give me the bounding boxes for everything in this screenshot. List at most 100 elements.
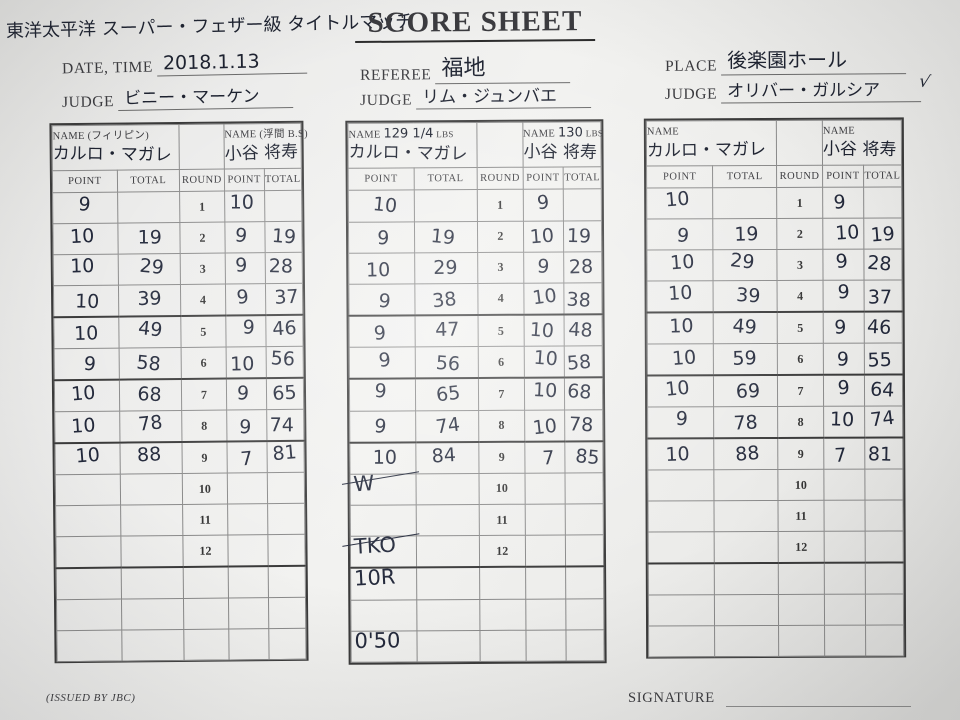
col-header-point-right: POINT: [224, 168, 265, 192]
left-total-cell: [121, 598, 184, 631]
right-total-value: 78: [568, 412, 595, 437]
right-point-cell: 9: [823, 311, 865, 344]
score-row: 10 88 9 7 81: [647, 437, 903, 471]
right-point-value: 7: [542, 446, 556, 470]
right-point-value: 10: [230, 353, 255, 376]
left-total-value: 74: [434, 413, 462, 439]
round-number-cell: 2: [179, 222, 225, 254]
left-total-cell: 69: [713, 374, 778, 407]
left-total-value: 29: [138, 254, 166, 279]
right-boxer-name-cell: NAME (浮間 B.S) 小谷 将寿: [223, 123, 308, 170]
left-total-value: 49: [137, 317, 164, 342]
right-point-cell: [823, 469, 865, 501]
left-total-value: 49: [731, 314, 758, 339]
left-point-cell: 10: [54, 442, 121, 475]
right-point-cell: [824, 625, 866, 657]
score-row: 9 47 5 10 48: [349, 314, 603, 348]
judge-card-2: NAME 129 1/4 LBS カルロ・マガレ NAME 130 LBS 小谷 将寿…: [341, 119, 607, 665]
right-total-cell: 81: [266, 440, 305, 473]
left-total-cell: [120, 473, 183, 506]
left-total-value: 56: [434, 352, 461, 376]
right-total-value: 55: [867, 348, 893, 372]
judge-2-label: JUDGE: [359, 91, 413, 110]
round-number-cell: [778, 562, 825, 595]
left-total-value: 39: [137, 287, 163, 311]
round-number-cell: [183, 598, 229, 630]
round-number-cell: 2: [477, 220, 524, 253]
score-row: 9 78 8 10 74: [647, 405, 903, 439]
right-boxer-name: 小谷 将寿: [522, 141, 597, 163]
right-point-cell: 9: [822, 249, 864, 281]
left-point-cell: [350, 504, 417, 537]
right-total-cell: [563, 189, 602, 221]
round-number-cell: 12: [778, 531, 825, 563]
result-winner-note: W: [352, 471, 376, 497]
round-number-cell: 5: [478, 314, 524, 347]
left-total-cell: [416, 567, 480, 600]
left-total-cell: 65: [415, 378, 479, 411]
left-total-cell: 58: [118, 347, 182, 380]
card-name-row: NAME (フィリピン) カルロ・マガレ NAME (浮間 B.S) 小谷 将寿: [51, 123, 308, 171]
right-point-cell: 9: [226, 378, 267, 411]
left-boxer-name: カルロ・マガレ: [348, 141, 468, 165]
round-number-cell: 2: [776, 218, 823, 250]
left-total-cell: [714, 531, 779, 564]
left-point-value: 10: [70, 381, 96, 406]
left-point-value: 9: [373, 322, 387, 345]
field-date-time: DATE, TIME 2018.1.13: [62, 49, 308, 79]
left-total-cell: [414, 189, 478, 222]
left-point-value: 9: [675, 224, 690, 248]
left-total-cell: 49: [118, 315, 182, 349]
referee-value: 福地: [441, 55, 486, 82]
right-total-cell: [565, 629, 605, 661]
left-point-cell: [648, 563, 715, 596]
score-row: 9 19 2 10 19: [348, 220, 602, 253]
left-point-cell: [55, 536, 121, 569]
left-point-cell: [647, 500, 715, 533]
left-point-cell: 9: [348, 283, 415, 316]
issued-by-label: (ISSUED BY JBC): [46, 692, 136, 704]
right-total-value: 28: [569, 255, 594, 279]
round-number-cell: 9: [478, 441, 525, 474]
bout-title: 東洋太平洋 スーパー・フェザー級 タイトルマッチ: [5, 11, 414, 43]
left-point-value: 10: [69, 224, 95, 249]
right-point-value: 9: [233, 224, 249, 248]
left-point-cell: 9: [349, 347, 416, 380]
col-header-point-left: POINT: [348, 168, 415, 191]
left-point-value: 9: [377, 226, 391, 250]
left-total-value: 29: [432, 256, 458, 279]
judge-2-value: リム・ジュンバエ: [422, 86, 558, 108]
score-row: 10 69 7 9 64: [647, 374, 903, 408]
page-title: SCORE SHEET: [354, 4, 596, 44]
right-point-cell: [228, 597, 269, 630]
left-point-value: 9: [373, 380, 388, 404]
right-point-value: 10: [533, 346, 559, 371]
score-row: 10 1 9: [646, 186, 902, 220]
right-point-cell: 7: [823, 437, 865, 470]
score-row: 11: [55, 503, 305, 537]
right-point-cell: [227, 566, 269, 599]
score-row: 10: [647, 468, 903, 502]
right-point-cell: [227, 503, 268, 536]
right-point-value: 9: [536, 191, 551, 215]
col-header-total-right: TOTAL: [563, 166, 602, 190]
score-row: 9 65 7 10 68: [349, 377, 603, 411]
right-point-cell: 10: [224, 190, 265, 223]
score-row: 11: [647, 499, 904, 533]
score-row: 9 74 8 10 78: [349, 409, 603, 443]
right-point-value: 10: [529, 318, 555, 343]
field-place: PLACE 後楽園ホール: [665, 43, 907, 76]
left-point-value: 10: [74, 443, 101, 468]
right-total-cell: 37: [265, 283, 303, 316]
score-row: 12: [648, 530, 904, 564]
left-total-value: 84: [430, 443, 457, 468]
left-point-value: 10: [664, 443, 690, 466]
score-row: [350, 598, 604, 632]
left-total-cell: 19: [117, 222, 181, 255]
round-number-cell: [479, 629, 526, 662]
right-point-value: 7: [833, 444, 847, 467]
right-total-cell: [565, 503, 604, 536]
right-total-cell: [267, 503, 305, 535]
right-point-value: 9: [238, 415, 253, 439]
right-boxer-name-cell: NAME 小谷 将寿: [822, 119, 902, 166]
